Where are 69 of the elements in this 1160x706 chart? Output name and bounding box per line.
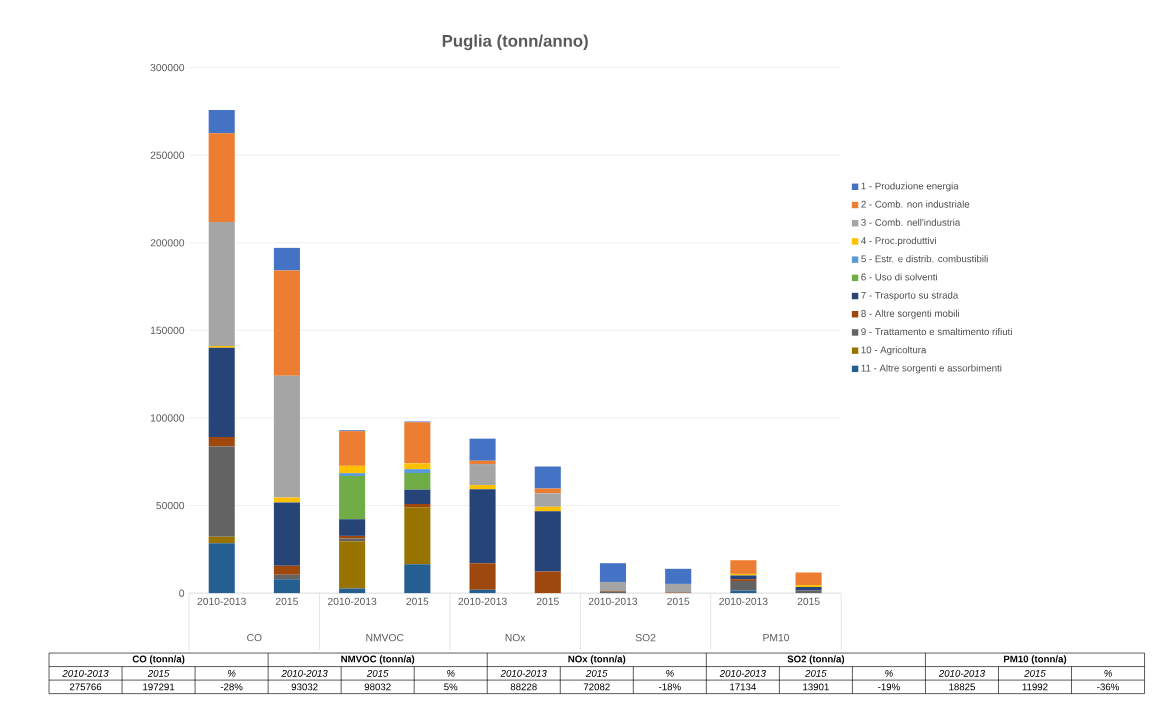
y-tick-label: 0 [179, 589, 185, 597]
text: NMVOC [366, 633, 404, 642]
x-tick-label: 2015 [275, 597, 298, 605]
text: 98032 [364, 683, 391, 691]
y-tick-label: 200000 [150, 239, 185, 247]
legend-label: 5 - Estr. e distrib. combustibili [861, 255, 988, 263]
x-tick-label: 2015 [406, 597, 429, 605]
y-tick-label: 150000 [150, 326, 185, 334]
text: 17134 [730, 683, 756, 691]
category-label: 2010-2013 [719, 669, 766, 677]
x-tick-label: 2010-2013 [328, 597, 377, 605]
y-tick-label: 300000 [150, 63, 185, 72]
text: % [666, 669, 674, 677]
text: PM10 (tonn/a) [1003, 655, 1067, 665]
x-tick-label: 2015 [536, 597, 559, 605]
category-label: 2015 [805, 669, 827, 677]
text: -36% [1097, 683, 1119, 691]
text: NOx (tonn/a) [568, 655, 626, 665]
x-tick-label: 2010-2013 [588, 597, 638, 605]
text: 11992 [1022, 683, 1048, 691]
x-tick-label: 2015 [797, 597, 820, 605]
text: 93032 [291, 683, 318, 691]
text: 72082 [583, 683, 610, 691]
category-label: 2015 [147, 669, 170, 677]
text: % [228, 669, 236, 677]
text: -18% [658, 683, 681, 691]
legend-label: 7 - Trasporto su strada [861, 291, 959, 301]
y-tick-label: 50000 [156, 501, 185, 510]
text: 197291 [143, 683, 175, 691]
text: 5% [444, 683, 458, 691]
text: -19% [878, 683, 900, 691]
legend-label: 9 - Trattamento e smaltimento rifiuti [861, 327, 1012, 335]
legend-label: 10 - Agricoltura [861, 346, 927, 356]
text: 18825 [949, 683, 975, 691]
text: CO [247, 633, 262, 642]
legend-label: 11 - Altre sorgenti e assorbimenti [861, 364, 1002, 374]
legend-label: 2 - Comb. non industriale [861, 200, 970, 208]
category-label: 2015 [366, 669, 389, 677]
chart-title: Puglia (tonn/anno) [442, 34, 588, 51]
legend-label: 1 - Produzione energia [861, 182, 959, 192]
text: SO2 (tonn/a) [787, 655, 845, 665]
category-label: 2015 [1024, 669, 1046, 677]
legend-label: 6 - Uso di solventi [861, 273, 937, 281]
legend-label: 3 - Comb. nell'industria [861, 218, 961, 226]
text: NOx [505, 633, 526, 642]
legend-label: 8 - Altre sorgenti mobili [861, 309, 959, 319]
category-label: 2010-2013 [281, 669, 328, 677]
text: NMVOC (tonn/a) [341, 655, 415, 665]
text: -28% [220, 683, 243, 691]
x-tick-label: 2010-2013 [719, 597, 768, 605]
x-tick-label: 2015 [667, 597, 690, 605]
y-tick-label: 100000 [150, 414, 185, 422]
text: 13901 [803, 683, 829, 691]
text: % [447, 669, 455, 677]
text: 275766 [69, 683, 102, 691]
text: CO (tonn/a) [132, 655, 185, 665]
category-label: 2010-2013 [500, 669, 547, 677]
x-tick-label: 2010-2013 [458, 597, 507, 605]
text: % [1104, 669, 1112, 677]
category-label: 2010-2013 [938, 669, 985, 677]
category-label: 2015 [585, 669, 608, 677]
text: 88228 [510, 683, 537, 691]
text: SO2 [635, 633, 656, 642]
legend-label: 4 - Proc.produttivi [861, 236, 936, 246]
y-tick-label: 250000 [150, 151, 185, 159]
category-label: 2010-2013 [62, 669, 109, 677]
text: % [885, 669, 893, 677]
text: PM10 [763, 633, 790, 642]
x-tick-label: 2010-2013 [197, 597, 246, 605]
